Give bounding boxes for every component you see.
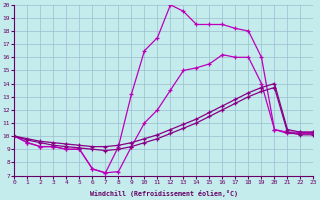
X-axis label: Windchill (Refroidissement éolien,°C): Windchill (Refroidissement éolien,°C) (90, 190, 238, 197)
